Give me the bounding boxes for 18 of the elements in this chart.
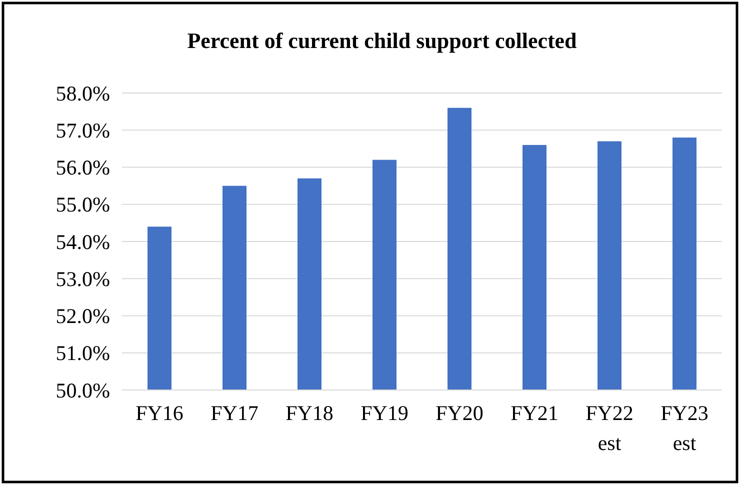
x-tick-label: FY21 [510, 401, 558, 425]
y-tick-label: 56.0% [56, 156, 110, 180]
x-tick-label: FY18 [286, 401, 334, 425]
y-tick-label: 57.0% [56, 118, 110, 142]
y-tick-label: 51.0% [56, 341, 110, 366]
x-tick-label: FY17 [210, 401, 258, 425]
x-tick-label: FY20 [436, 401, 484, 425]
y-tick-label: 52.0% [56, 304, 110, 328]
y-tick-label: 53.0% [56, 266, 110, 291]
x-tick-label: FY22 est [586, 401, 634, 455]
y-tick-label: 50.0% [56, 378, 110, 402]
y-tick-label: 58.0% [56, 81, 110, 106]
x-tick-label: FY23 est [660, 401, 708, 455]
x-tick-label: FY16 [136, 401, 184, 425]
y-tick-label: 54.0% [56, 230, 110, 254]
chart-title: Percent of current child support collected [187, 28, 577, 53]
y-tick-label: 55.0% [56, 192, 110, 217]
x-tick-label: FY19 [360, 401, 408, 425]
